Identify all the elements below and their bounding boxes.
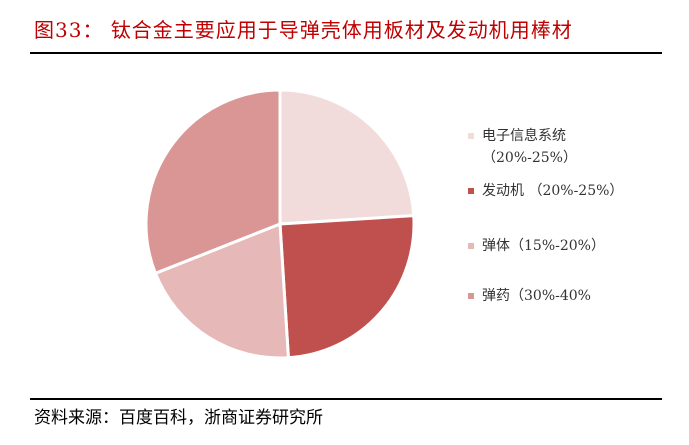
legend-swatch xyxy=(468,133,474,139)
legend-swatch xyxy=(468,293,474,299)
figure-title: 图33： 钛合金主要应用于导弹壳体用板材及发动机用棒材 xyxy=(34,18,573,42)
legend-item: 电子信息系统（20%-25%） xyxy=(468,125,632,169)
legend-label: 发动机 （20%-25%） xyxy=(482,183,624,199)
pie-slice-3 xyxy=(144,88,282,276)
legend-label: 弹体（15%-20%） xyxy=(482,238,605,254)
legend-label: 电子信息系统（20%-25%） xyxy=(482,128,577,166)
pie-slice-2 xyxy=(153,221,291,360)
legend-swatch xyxy=(468,188,474,194)
legend-swatch xyxy=(468,243,474,249)
pie-slice-0 xyxy=(278,88,416,226)
legend-label: 弹药（30%-40% xyxy=(482,288,591,304)
top-rule xyxy=(30,52,662,54)
pie-slice-1 xyxy=(278,213,416,360)
bottom-rule xyxy=(30,398,662,400)
source-note: 资料来源：百度百科，浙商证券研究所 xyxy=(34,408,323,428)
legend-item: 弹体（15%-20%） xyxy=(468,235,632,257)
legend-item: 发动机 （20%-25%） xyxy=(468,180,632,202)
legend-item: 弹药（30%-40% xyxy=(468,285,632,307)
